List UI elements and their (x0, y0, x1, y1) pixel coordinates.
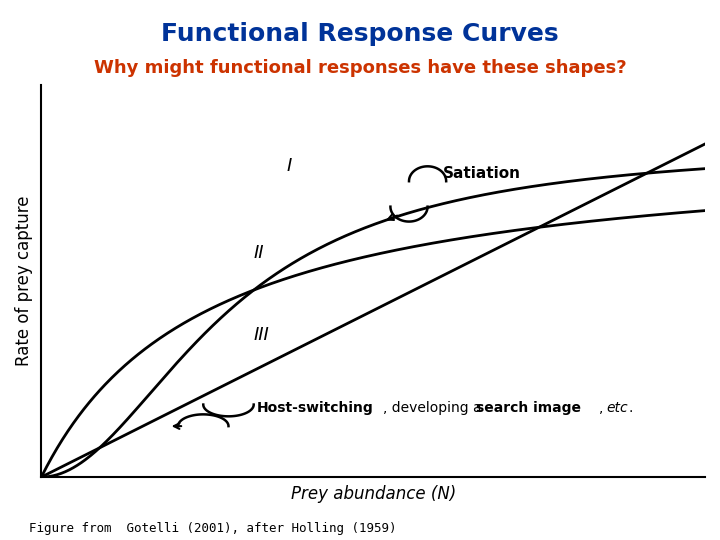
Text: ,: , (599, 402, 608, 415)
Text: .: . (629, 402, 633, 415)
Text: Why might functional responses have these shapes?: Why might functional responses have thes… (94, 59, 626, 77)
Text: etc: etc (607, 402, 629, 415)
Text: Functional Response Curves: Functional Response Curves (161, 22, 559, 45)
X-axis label: Prey abundance (N): Prey abundance (N) (291, 485, 456, 503)
Text: Figure from  Gotelli (2001), after Holling (1959): Figure from Gotelli (2001), after Hollin… (29, 522, 396, 535)
Text: III: III (253, 326, 269, 344)
Text: Satiation: Satiation (443, 166, 521, 181)
Y-axis label: Rate of prey capture: Rate of prey capture (15, 196, 33, 366)
Text: I: I (287, 158, 292, 176)
Text: search image: search image (476, 402, 581, 415)
Text: , developing a: , developing a (383, 402, 486, 415)
Text: Host-switching: Host-switching (257, 402, 374, 415)
Text: II: II (253, 244, 264, 261)
